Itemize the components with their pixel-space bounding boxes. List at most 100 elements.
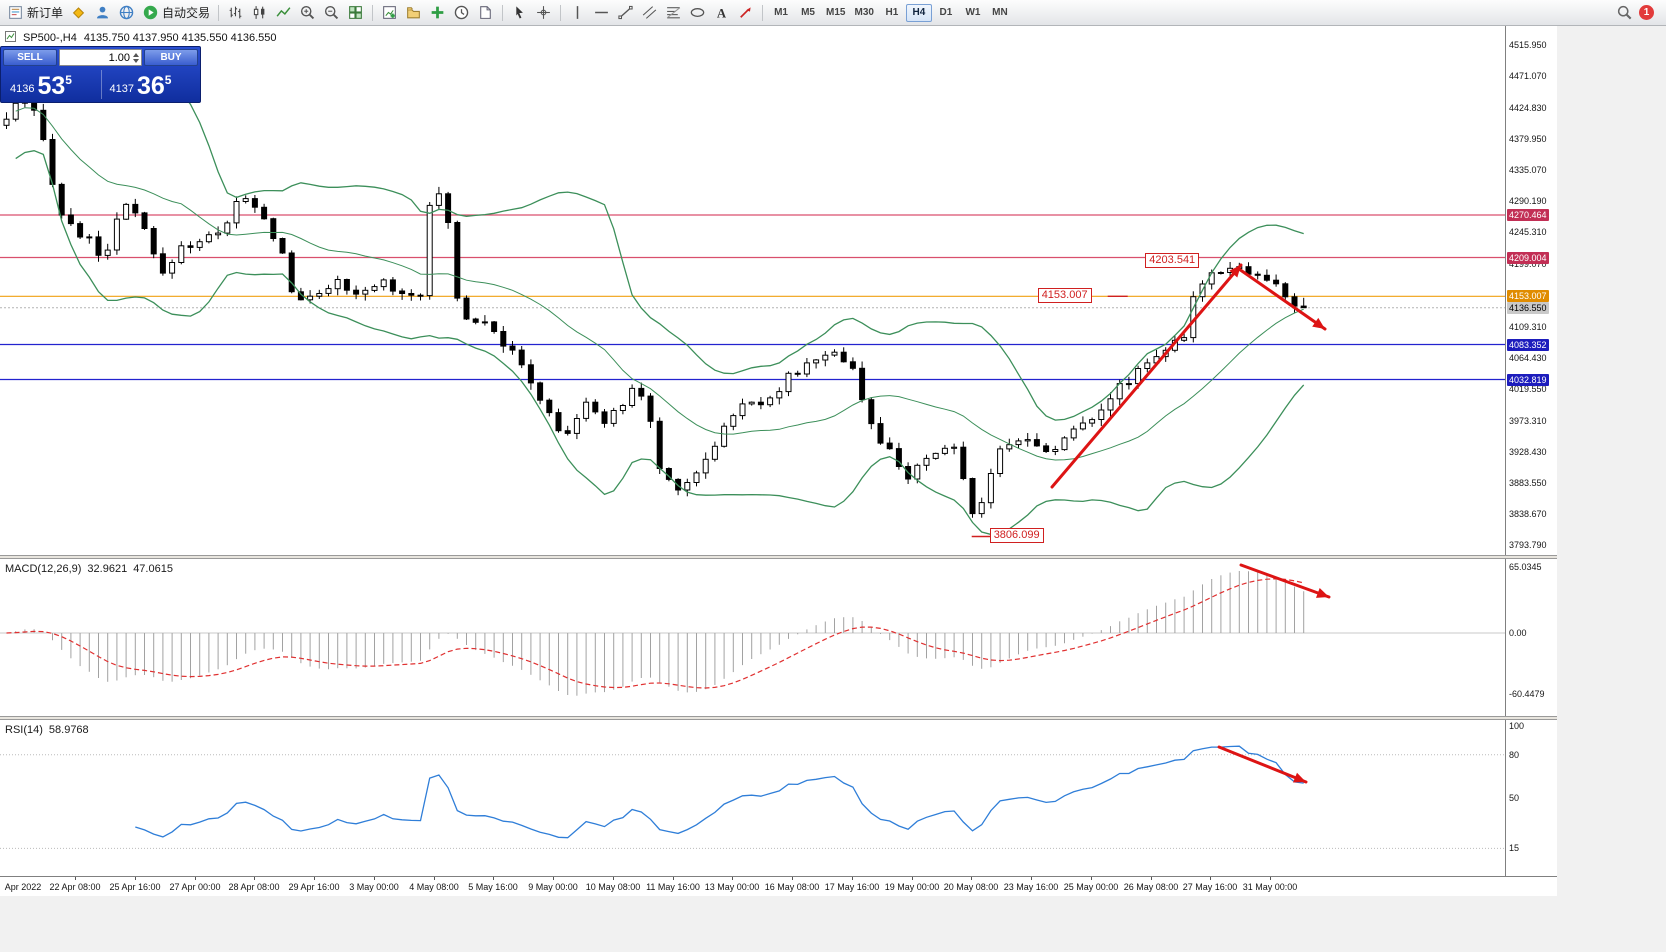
rsi-label: RSI(14) 58.9768 — [5, 724, 89, 736]
time-tick: 29 Apr 16:00 — [288, 882, 340, 892]
timeframe-m1[interactable]: M1 — [768, 4, 794, 22]
price-line-badge: 4270.464 — [1507, 209, 1549, 221]
new-order-button[interactable]: 新订单 — [4, 2, 66, 24]
time-tick-mark — [732, 877, 733, 880]
volume-input[interactable]: 1.00 — [59, 49, 142, 66]
sell-price[interactable]: 4136 53 5 — [10, 72, 72, 100]
bar-chart-icon[interactable] — [224, 2, 247, 24]
mdi-background — [1557, 26, 1666, 952]
fibonacci-icon[interactable] — [662, 2, 685, 24]
volume-down-icon[interactable] — [133, 58, 139, 63]
time-tick: 26 May 08:00 — [1123, 882, 1179, 892]
profiles-icon[interactable] — [91, 2, 114, 24]
cursor-icon[interactable] — [508, 2, 531, 24]
horizontal-line-icon[interactable] — [590, 2, 613, 24]
pane-separator[interactable] — [0, 555, 1557, 559]
candlestick-plot[interactable] — [0, 26, 1505, 555]
price-tick: 3883.550 — [1509, 478, 1547, 488]
line-chart-icon[interactable] — [272, 2, 295, 24]
price-tick: 3793.790 — [1509, 540, 1547, 550]
rsi-pane[interactable]: RSI(14) 58.9768 100 80 50 15 — [0, 720, 1557, 876]
macd-axis[interactable]: 65.0345 0.00 -60.4479 — [1505, 559, 1557, 716]
price-tick: 4290.190 — [1509, 196, 1547, 206]
search-button[interactable] — [1613, 2, 1636, 24]
timeframe-m5[interactable]: M5 — [795, 4, 821, 22]
time-tick-mark — [792, 877, 793, 880]
tile-windows-icon[interactable] — [344, 2, 367, 24]
time-tick: 17 May 16:00 — [824, 882, 880, 892]
time-tick: 9 May 00:00 — [528, 882, 578, 892]
sell-button[interactable]: SELL — [3, 49, 57, 66]
toolbar-separator — [502, 4, 504, 21]
buy-price[interactable]: 4137 36 5 — [109, 72, 172, 100]
price-annotation: 4153.007 — [1037, 288, 1092, 304]
main-toolbar: 新订单 自动交易 A M1 M5 M15 M30 H1 H4 D1 W1 MN 1 — [0, 0, 1666, 26]
templates-icon[interactable] — [474, 2, 497, 24]
rsi-axis-tick: 80 — [1509, 750, 1520, 760]
time-tick: 25 Apr 16:00 — [109, 882, 161, 892]
market-watch-icon[interactable] — [67, 2, 90, 24]
new-chart-icon[interactable] — [378, 2, 401, 24]
indicators-icon[interactable] — [426, 2, 449, 24]
time-tick: 11 May 16:00 — [646, 882, 700, 892]
price-tick: 4515.950 — [1509, 40, 1547, 50]
rsi-axis-tick: 100 — [1509, 721, 1525, 731]
zoom-in-icon[interactable] — [296, 2, 319, 24]
rsi-plot[interactable] — [0, 720, 1505, 876]
vertical-line-icon[interactable] — [566, 2, 589, 24]
time-tick: 10 May 08:00 — [585, 882, 641, 892]
time-tick-mark — [1031, 877, 1032, 880]
time-tick: 31 May 00:00 — [1242, 882, 1298, 892]
auto-trading-button-label: 自动交易 — [162, 6, 211, 20]
chart-profile-icon[interactable] — [402, 2, 425, 24]
notification-badge[interactable]: 1 — [1639, 5, 1654, 20]
timeframe-m15[interactable]: M15 — [822, 4, 849, 22]
time-tick: 25 May 00:00 — [1063, 882, 1119, 892]
price-line-badge: 4032.819 — [1507, 374, 1549, 386]
auto-trading-button[interactable]: 自动交易 — [139, 2, 213, 24]
time-tick: 28 Apr 08:00 — [228, 882, 280, 892]
chart-title: SP500-,H4 4135.750 4137.950 4135.550 413… — [5, 31, 277, 45]
macd-plot[interactable] — [0, 559, 1505, 716]
crosshair-icon[interactable] — [532, 2, 555, 24]
macd-label: MACD(12,26,9) 32.9621 47.0615 — [5, 563, 173, 575]
mdi-background — [0, 896, 1557, 952]
text-icon[interactable]: A — [710, 2, 733, 24]
price-tick: 4379.950 — [1509, 134, 1547, 144]
pane-separator[interactable] — [0, 716, 1557, 720]
price-tick: 4109.310 — [1509, 322, 1547, 332]
timeframe-d1[interactable]: D1 — [933, 4, 959, 22]
trendline-icon[interactable] — [614, 2, 637, 24]
price-tick: 4335.070 — [1509, 165, 1547, 175]
rsi-axis[interactable]: 100 80 50 15 — [1505, 720, 1557, 876]
time-tick-mark — [971, 877, 972, 880]
time-tick: 22 Apr 08:00 — [49, 882, 101, 892]
periods-icon[interactable] — [450, 2, 473, 24]
arrows-icon[interactable] — [734, 2, 757, 24]
timeframe-mn[interactable]: MN — [987, 4, 1013, 22]
channel-icon[interactable] — [638, 2, 661, 24]
volume-up-icon[interactable] — [133, 52, 139, 57]
shapes-icon[interactable] — [686, 2, 709, 24]
time-tick: 27 May 16:00 — [1182, 882, 1238, 892]
zoom-out-icon[interactable] — [320, 2, 343, 24]
timeframe-w1[interactable]: W1 — [960, 4, 986, 22]
candlestick-chart-icon[interactable] — [248, 2, 271, 24]
macd-pane[interactable]: MACD(12,26,9) 32.9621 47.0615 65.0345 0.0… — [0, 559, 1557, 716]
timeframe-h4[interactable]: H4 — [905, 3, 932, 22]
price-line-badge: 4209.004 — [1507, 252, 1549, 264]
price-chart-pane[interactable]: SP500-,H4 4135.750 4137.950 4135.550 413… — [0, 26, 1557, 555]
timeframe-h1[interactable]: H1 — [879, 4, 905, 22]
price-axis[interactable]: 4515.950 4471.070 4424.830 4379.950 4335.070… — [1505, 26, 1557, 555]
community-icon[interactable] — [115, 2, 138, 24]
time-tick-mark — [912, 877, 913, 880]
volume-spinner[interactable] — [133, 52, 139, 63]
timeframe-m30[interactable]: M30 — [850, 4, 877, 22]
toolbar-separator — [218, 4, 220, 21]
time-tick-mark — [374, 877, 375, 880]
macd-axis-tick: 0.00 — [1509, 628, 1527, 638]
time-tick-mark — [673, 877, 674, 880]
current-price-badge: 4136.550 — [1507, 302, 1549, 314]
time-axis[interactable]: Apr 2022 22 Apr 08:00 25 Apr 16:00 27 Apr 0… — [0, 876, 1557, 896]
buy-button[interactable]: BUY — [144, 49, 198, 66]
